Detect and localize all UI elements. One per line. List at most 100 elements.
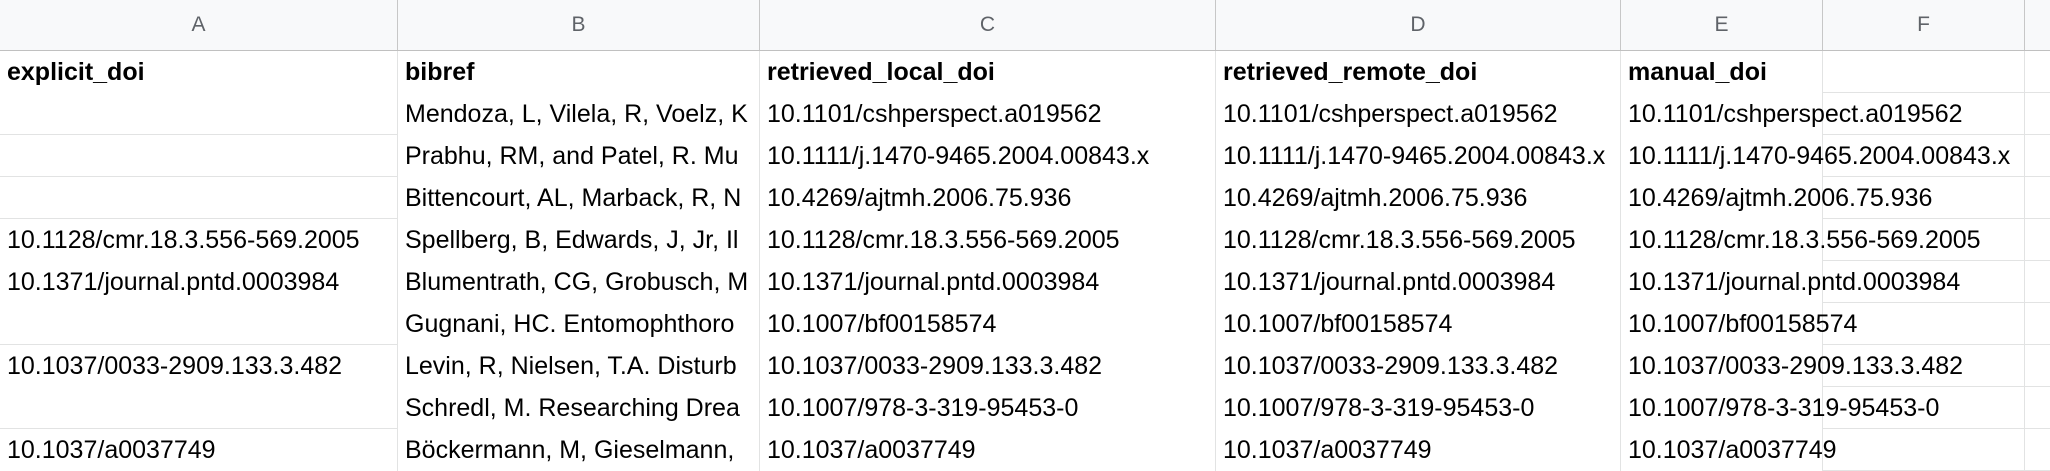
cell-text: 10.1101/cshperspect.a019562 — [767, 100, 1102, 128]
cell-col-f[interactable] — [1823, 429, 2025, 471]
cell-bibref[interactable]: Böckermann, M, Gieselmann, — [398, 429, 760, 471]
header-cell-bibref[interactable]: bibref — [398, 51, 760, 93]
cell-explicit-doi[interactable] — [0, 93, 398, 135]
cell-col-f[interactable] — [1823, 219, 2025, 261]
cell-bibref[interactable]: Schredl, M. Researching Drea — [398, 387, 760, 429]
cell-explicit-doi[interactable] — [0, 387, 398, 429]
cell-bibref[interactable]: Mendoza, L, Vilela, R, Voelz, K — [398, 93, 760, 135]
cell-text: Bittencourt, AL, Marback, R, N — [405, 184, 742, 212]
cell-manual-doi[interactable]: 10.1111/j.1470-9465.2004.00843.x — [1621, 135, 2010, 177]
cell-col-f[interactable] — [1823, 93, 2025, 135]
cell-text: 10.1007/bf00158574 — [1628, 310, 1858, 338]
cell-retrieved-local-doi[interactable]: 10.1037/0033-2909.133.3.482 — [760, 345, 1216, 387]
cell-retrieved-remote-doi[interactable]: 10.4269/ajtmh.2006.75.936 — [1216, 177, 1621, 219]
cell-bibref[interactable]: Spellberg, B, Edwards, J, Jr, Il — [398, 219, 760, 261]
cell-retrieved-local-doi[interactable]: 10.1371/journal.pntd.0003984 — [760, 261, 1216, 303]
cell-manual-doi[interactable]: 10.1037/0033-2909.133.3.482 — [1621, 345, 1963, 387]
column-header-d[interactable]: D — [1216, 0, 1621, 50]
header-cell-retrieved-local-doi[interactable]: retrieved_local_doi — [760, 51, 1216, 93]
column-header-f[interactable]: F — [1823, 0, 2025, 50]
header-cell-explicit-doi[interactable]: explicit_doi — [0, 51, 398, 93]
cell-explicit-doi[interactable]: 10.1037/0033-2909.133.3.482 — [0, 345, 398, 387]
cell-manual-doi[interactable]: 10.4269/ajtmh.2006.75.936 — [1621, 177, 1932, 219]
cell-text: 10.4269/ajtmh.2006.75.936 — [1223, 184, 1528, 212]
cell-text: 10.1007/978-3-319-95453-0 — [1223, 394, 1535, 422]
cell-text: 10.1111/j.1470-9465.2004.00843.x — [767, 142, 1150, 170]
table-row: Mendoza, L, Vilela, R, Voelz, K 10.1101/c… — [0, 93, 2050, 135]
cell-retrieved-remote-doi[interactable]: 10.1128/cmr.18.3.556-569.2005 — [1216, 219, 1621, 261]
cell-text: 10.1111/j.1470-9465.2004.00843.x — [1628, 142, 2011, 170]
cell-text: Schredl, M. Researching Drea — [405, 394, 740, 422]
cell-col-f[interactable] — [1823, 135, 2025, 177]
table-row: Prabhu, RM, and Patel, R. Mu 10.1111/j.14… — [0, 135, 2050, 177]
cell-text: 10.1007/978-3-319-95453-0 — [767, 394, 1079, 422]
cell-col-f[interactable] — [1823, 345, 2025, 387]
cell-col-f[interactable] — [1823, 303, 2025, 345]
cell-bibref[interactable]: Gugnani, HC. Entomophthoro — [398, 303, 760, 345]
cell-text: 10.1371/journal.pntd.0003984 — [7, 268, 340, 296]
table-row: 10.1037/a0037749 Böckermann, M, Gieselman… — [0, 429, 2050, 471]
cell-bibref[interactable]: Levin, R, Nielsen, T.A. Disturb — [398, 345, 760, 387]
cell-manual-doi[interactable]: 10.1007/978-3-319-95453-0 — [1621, 387, 1939, 429]
cell-explicit-doi[interactable] — [0, 177, 398, 219]
cell-retrieved-local-doi[interactable]: 10.1101/cshperspect.a019562 — [760, 93, 1216, 135]
cell-col-f[interactable] — [1823, 387, 2025, 429]
header-cell-col-f[interactable] — [1823, 51, 2025, 93]
cell-text: 10.1037/a0037749 — [767, 436, 976, 464]
column-header-e[interactable]: E — [1621, 0, 1823, 50]
cell-retrieved-remote-doi[interactable]: 10.1007/978-3-319-95453-0 — [1216, 387, 1621, 429]
cell-text: 10.1101/cshperspect.a019562 — [1628, 100, 1963, 128]
cell-explicit-doi[interactable]: 10.1037/a0037749 — [0, 429, 398, 471]
cell-manual-doi[interactable]: 10.1128/cmr.18.3.556-569.2005 — [1621, 219, 1981, 261]
cell-retrieved-remote-doi[interactable]: 10.1037/a0037749 — [1216, 429, 1621, 471]
cell-text: 10.1371/journal.pntd.0003984 — [1628, 268, 1961, 296]
cell-explicit-doi[interactable]: 10.1371/journal.pntd.0003984 — [0, 261, 398, 303]
cell-retrieved-remote-doi[interactable]: 10.1111/j.1470-9465.2004.00843.x — [1216, 135, 1621, 177]
cell-retrieved-remote-doi[interactable]: 10.1371/journal.pntd.0003984 — [1216, 261, 1621, 303]
cell-col-f[interactable] — [1823, 177, 2025, 219]
cell-text: 10.1101/cshperspect.a019562 — [1223, 100, 1558, 128]
cell-retrieved-local-doi[interactable]: 10.1007/978-3-319-95453-0 — [760, 387, 1216, 429]
table-row: Bittencourt, AL, Marback, R, N 10.4269/aj… — [0, 177, 2050, 219]
header-cell-manual-doi[interactable]: manual_doi — [1621, 51, 1823, 93]
cell-col-f[interactable] — [1823, 261, 2025, 303]
cell-text: 10.1037/a0037749 — [1628, 436, 1837, 464]
cell-retrieved-local-doi[interactable]: 10.1111/j.1470-9465.2004.00843.x — [760, 135, 1216, 177]
cell-manual-doi[interactable]: 10.1037/a0037749 — [1621, 429, 1837, 471]
cell-text: 10.1037/a0037749 — [1223, 436, 1432, 464]
cell-retrieved-remote-doi[interactable]: 10.1101/cshperspect.a019562 — [1216, 93, 1621, 135]
cell-manual-doi[interactable]: 10.1371/journal.pntd.0003984 — [1621, 261, 1960, 303]
cell-bibref[interactable]: Bittencourt, AL, Marback, R, N — [398, 177, 760, 219]
cell-text: 10.1128/cmr.18.3.556-569.2005 — [767, 226, 1120, 254]
cell-retrieved-local-doi[interactable]: 10.4269/ajtmh.2006.75.936 — [760, 177, 1216, 219]
cell-manual-doi[interactable]: 10.1101/cshperspect.a019562 — [1621, 93, 1963, 135]
cell-retrieved-remote-doi[interactable]: 10.1037/0033-2909.133.3.482 — [1216, 345, 1621, 387]
cell-text: Levin, R, Nielsen, T.A. Disturb — [405, 352, 737, 380]
cell-text: Böckermann, M, Gieselmann, — [405, 436, 735, 464]
table-row: Schredl, M. Researching Drea 10.1007/978-… — [0, 387, 2050, 429]
cell-retrieved-local-doi[interactable]: 10.1128/cmr.18.3.556-569.2005 — [760, 219, 1216, 261]
header-cell-retrieved-remote-doi[interactable]: retrieved_remote_doi — [1216, 51, 1621, 93]
cell-retrieved-local-doi[interactable]: 10.1037/a0037749 — [760, 429, 1216, 471]
cell-manual-doi[interactable]: 10.1007/bf00158574 — [1621, 303, 1857, 345]
cell-text: 10.4269/ajtmh.2006.75.936 — [767, 184, 1072, 212]
cell-text: 10.1007/978-3-319-95453-0 — [1628, 394, 1940, 422]
cell-text: 10.1007/bf00158574 — [767, 310, 997, 338]
column-header-c[interactable]: C — [760, 0, 1216, 50]
cell-bibref[interactable]: Prabhu, RM, and Patel, R. Mu — [398, 135, 760, 177]
cell-explicit-doi[interactable] — [0, 135, 398, 177]
cell-retrieved-local-doi[interactable]: 10.1007/bf00158574 — [760, 303, 1216, 345]
cell-text: 10.1128/cmr.18.3.556-569.2005 — [7, 226, 360, 254]
cell-explicit-doi[interactable] — [0, 303, 398, 345]
cell-text: retrieved_local_doi — [767, 58, 995, 86]
cell-retrieved-remote-doi[interactable]: 10.1007/bf00158574 — [1216, 303, 1621, 345]
table-row: 10.1371/journal.pntd.0003984 Blumentrath,… — [0, 261, 2050, 303]
cell-bibref[interactable]: Blumentrath, CG, Grobusch, M — [398, 261, 760, 303]
cell-text: Spellberg, B, Edwards, J, Jr, Il — [405, 226, 739, 254]
cell-text: 10.1007/bf00158574 — [1223, 310, 1453, 338]
cell-explicit-doi[interactable]: 10.1128/cmr.18.3.556-569.2005 — [0, 219, 398, 261]
cell-text: 10.1128/cmr.18.3.556-569.2005 — [1223, 226, 1576, 254]
column-header-a[interactable]: A — [0, 0, 398, 50]
column-header-b[interactable]: B — [398, 0, 760, 50]
